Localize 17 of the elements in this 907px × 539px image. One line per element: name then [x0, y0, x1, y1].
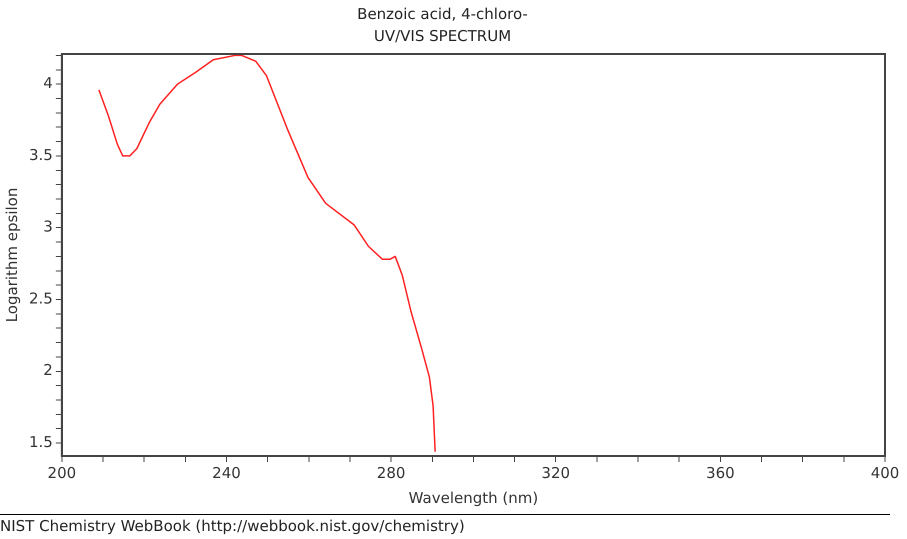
text: NIST Chemistry WebBook (http://webbook.nist.gov/chemistry) — [0, 517, 890, 535]
y-tick-label: 3 — [43, 218, 53, 236]
x-tick-label: 360 — [706, 464, 735, 482]
chart-subtitle: UV/VIS SPECTRUM — [374, 26, 512, 45]
y-tick-label: 3.5 — [28, 146, 53, 164]
chart-title: Benzoic acid, 4-chloro- — [357, 4, 528, 23]
x-tick-label: 280 — [376, 464, 406, 482]
y-tick-label: 4 — [43, 74, 53, 92]
y-axis-title: Logarithm epsilon — [2, 188, 21, 322]
y-tick-label: 1.5 — [28, 432, 53, 451]
x-tick-label: 240 — [212, 464, 241, 482]
x-tick-label: 200 — [48, 464, 76, 482]
x-axis-title: Wavelength (nm) — [408, 488, 538, 507]
y-tick-label: 2 — [43, 361, 53, 380]
y-tick-label: 2.5 — [28, 289, 53, 308]
x-tick-label: 400 — [870, 464, 900, 482]
x-tick-label: 320 — [541, 464, 570, 482]
